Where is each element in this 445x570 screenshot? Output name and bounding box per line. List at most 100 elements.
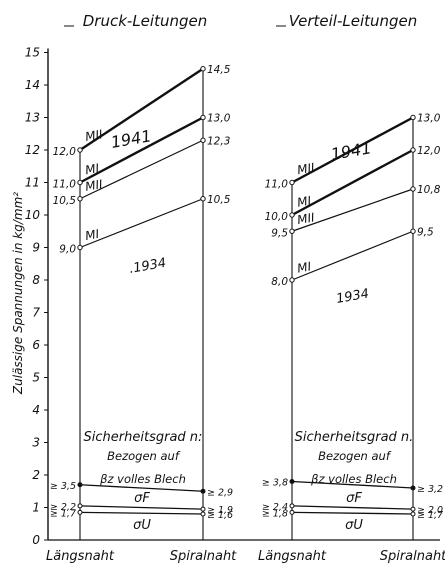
panel-1-xlabel-right: Spiralnaht xyxy=(170,549,237,564)
panel-1-series-line-2 xyxy=(79,139,204,200)
panel-2-series-name-3: MI xyxy=(296,259,313,275)
panel-2-safety-value-left-0: ≥ 3,8 xyxy=(262,478,288,489)
panel-2-value-right-2: 10,8 xyxy=(417,184,441,196)
panel-2-series-line-3 xyxy=(291,230,414,281)
panel-1-safety-value-right-2: ≥ 1,6 xyxy=(207,510,233,521)
panel-1-safety-point-left-1 xyxy=(77,503,83,509)
panel-1-safety-value-left-2: ≥ 1,7 xyxy=(50,508,76,519)
panel-2-safety-point-left-1 xyxy=(289,503,295,509)
y-axis-label: Zulässige Spannungen in kg/mm² xyxy=(11,192,25,395)
panel-1-xlabel-left: Längsnaht xyxy=(46,549,115,564)
panel-1-value-right-0: 14,5 xyxy=(207,64,231,76)
y-tick-label: 3 xyxy=(32,436,40,450)
panel-1-value-right-1: 13,0 xyxy=(207,113,231,125)
panel-1-safety-point-left-2 xyxy=(77,509,83,515)
panel-2-series-point-right-3 xyxy=(410,228,416,234)
panel-2-year-label-1941: 1941 xyxy=(329,138,372,164)
panel-1-series-name-1: MI xyxy=(84,161,101,177)
panel-1-series-point-left-1 xyxy=(77,179,83,186)
panel-2-series-point-left-3 xyxy=(289,277,295,283)
y-tick-label: 15 xyxy=(25,46,40,60)
panel-2-safety-value-right-2: ≥ 1,7 xyxy=(417,510,443,521)
panel-1-safety-line2: Bezogen auf xyxy=(107,449,181,463)
panel-1-safety-point-right-1 xyxy=(200,506,206,512)
panel-2-series-point-left-0 xyxy=(289,179,295,186)
y-tick-label: 0 xyxy=(32,533,40,547)
panel-2-xlabel-left: Längsnaht xyxy=(258,549,327,564)
panel-2-series-point-left-1 xyxy=(289,212,295,218)
panel-1-value-left-1: 11,0 xyxy=(53,179,77,191)
panel-1-safety-value-left-0: ≥ 3,5 xyxy=(50,481,76,492)
y-tick-label: 6 xyxy=(32,338,40,352)
panel-2-safety-line3: βz volles Blech xyxy=(310,472,397,486)
panel-1-safety-point-right-2 xyxy=(200,511,206,517)
panel-2-safety-value-right-1: ≥ 2,0 xyxy=(417,505,443,516)
panel-1-series-line-1 xyxy=(79,116,204,184)
panel-2-value-right-1: 12,0 xyxy=(417,145,441,157)
y-tick-label: 10 xyxy=(25,208,41,222)
panel-1-safety-value-right-0: ≥ 2,9 xyxy=(207,487,233,498)
panel-2-series-name-0: MII xyxy=(296,160,316,177)
panel-2-sigma-u-label: σU xyxy=(345,518,363,533)
panel-2-sigma-f-label: σF xyxy=(346,491,362,506)
panel-2-title: Verteil-Leitungen xyxy=(289,12,418,30)
panel-1-series-name-0: MII xyxy=(84,127,104,144)
y-tick-label: 12 xyxy=(25,143,40,157)
panel-1-value-right-2: 12,3 xyxy=(207,135,230,147)
panel-1-sigma-f-label: σF xyxy=(134,491,150,506)
panel-2-safety-line2: Bezogen auf xyxy=(318,449,392,463)
y-tick-label: 13 xyxy=(25,111,40,125)
y-tick-label: 1 xyxy=(32,501,40,515)
panel-1-series-name-2: MII xyxy=(84,177,104,194)
panel-2-safety-point-right-1 xyxy=(410,506,416,512)
panel-1-safety-line-2 xyxy=(79,511,204,515)
panel-1-value-left-0: 12,0 xyxy=(53,146,77,158)
panel-2-value-right-0: 13,0 xyxy=(417,113,441,125)
y-tick-label: 7 xyxy=(32,306,40,320)
panel-1-safety-value-left-1: ≥ 2,2 xyxy=(50,502,76,513)
panel-1-series-point-right-3 xyxy=(200,196,206,202)
panel-2-safety-point-right-2 xyxy=(410,511,416,517)
panel-1-safety-point-right-0 xyxy=(200,488,206,494)
panel-2-value-left-1: 10,0 xyxy=(265,211,289,223)
panel-1-year-label-1934: .1934 xyxy=(128,256,167,277)
panel-1-series-line-0 xyxy=(79,67,204,152)
y-tick-label: 9 xyxy=(32,241,40,255)
panel-2-series-point-left-2 xyxy=(289,228,295,234)
panel-1-safety-line-0 xyxy=(79,484,204,492)
panel-2-series-point-right-0 xyxy=(410,114,416,121)
panel-1-series-point-right-1 xyxy=(200,114,206,121)
panel-1-safety-value-right-1: ≥ 1,9 xyxy=(207,505,233,516)
panel-1-sigma-u-label: σU xyxy=(133,518,151,533)
panel-2-series-point-right-2 xyxy=(410,186,416,192)
panel-2-safety-title: Sicherheitsgrad n. xyxy=(295,430,414,445)
panel-1-title: Druck-Leitungen xyxy=(83,12,207,30)
panel-1-safety-line3: βz volles Blech xyxy=(99,472,186,486)
panel-1-value-right-3: 10,5 xyxy=(207,194,231,206)
panel-2-safety-point-right-0 xyxy=(410,485,416,491)
panel-2-series-line-1 xyxy=(291,148,414,217)
panel-1-series-point-right-0 xyxy=(200,66,206,72)
panel-2-series-point-right-1 xyxy=(410,147,416,153)
panel-2-safety-line-0 xyxy=(291,480,414,489)
panel-2-safety-line-2 xyxy=(291,511,414,515)
panel-1-series-line-3 xyxy=(79,198,204,249)
panel-2-series-line-2 xyxy=(291,188,414,232)
y-tick-label: 11 xyxy=(25,176,40,190)
panel-1-safety-line-1 xyxy=(79,505,204,510)
panel-2-year-label-1934: 1934 xyxy=(335,286,370,307)
panel-2-value-right-3: 9,5 xyxy=(417,226,434,238)
panel-2-series-line-0 xyxy=(291,116,414,184)
panel-2-safety-line-1 xyxy=(291,505,414,510)
panel-2-value-left-2: 9,5 xyxy=(271,227,288,239)
panel-2-xlabel-right: Spiralnaht xyxy=(380,549,445,564)
y-tick-label: 14 xyxy=(25,78,40,92)
panel-2-safety-value-right-0: ≥ 3,2 xyxy=(417,484,443,495)
panel-1-series-point-left-3 xyxy=(77,244,83,251)
y-tick-label: 2 xyxy=(32,468,40,482)
panel-1-series-name-3: MI xyxy=(84,227,101,243)
panel-1-series-point-right-2 xyxy=(200,137,206,143)
panel-2-value-left-3: 8,0 xyxy=(271,276,288,288)
y-tick-label: 4 xyxy=(32,403,40,417)
